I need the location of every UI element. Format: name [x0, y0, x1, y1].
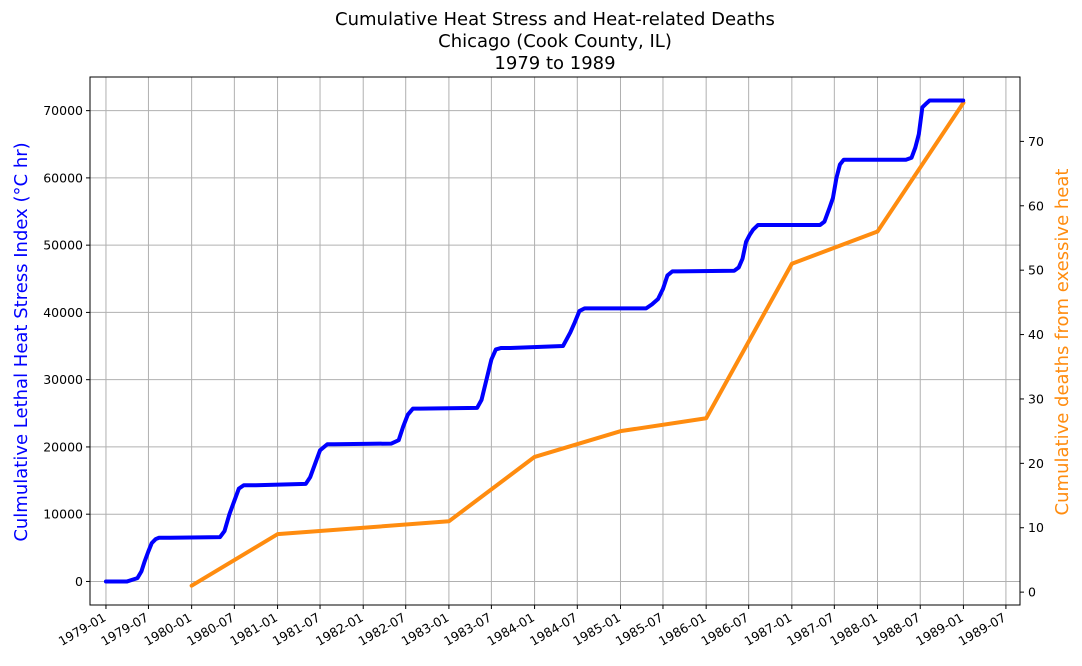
x-tick-label: 1985-01 [570, 610, 623, 649]
x-tick-label: 1984-01 [484, 610, 537, 649]
y-left-tick-label: 10000 [43, 507, 83, 522]
y-left-tick-label: 40000 [43, 305, 83, 320]
y-left-tick-label: 20000 [43, 439, 83, 454]
plot-frame [89, 76, 1021, 606]
y-axis-left: 0 10000 20000 30000 40000 50000 60000 70000 [43, 103, 90, 589]
chart-title-line-1: Cumulative Heat Stress and Heat-related … [335, 9, 775, 30]
x-axis: 1979-011979-071980-011980-071981-011981-… [56, 605, 1009, 649]
y-right-tick-label: 40 [1028, 327, 1044, 342]
y-axis-left-label: Culmulative Lethal Heat Stress Index (°C… [11, 142, 32, 541]
x-tick-label: 1989-01 [913, 610, 966, 649]
y-left-tick-label: 70000 [43, 103, 83, 118]
x-tick-label: 1980-07 [184, 610, 237, 649]
x-tick-label: 1979-01 [56, 610, 109, 649]
y-right-tick-label: 70 [1028, 134, 1044, 149]
x-tick-label: 1988-07 [870, 610, 923, 649]
x-tick-label: 1981-07 [270, 610, 323, 649]
series-layer [103, 98, 966, 588]
grid-lines [90, 77, 1020, 605]
y-right-tick-label: 10 [1028, 520, 1044, 535]
x-tick-label: 1982-01 [313, 610, 366, 649]
x-tick-label: 1980-01 [141, 610, 194, 649]
y-left-tick-label: 30000 [43, 372, 83, 387]
x-tick-label: 1981-01 [227, 610, 280, 649]
y-right-tick-label: 50 [1028, 263, 1044, 278]
chart-title-line-3: 1979 to 1989 [494, 53, 615, 74]
y-right-tick-label: 30 [1028, 391, 1044, 406]
y-left-tick-label: 50000 [43, 238, 83, 253]
x-tick-label: 1986-01 [656, 610, 709, 649]
y-right-tick-label: 20 [1028, 456, 1044, 471]
chart-title-line-2: Chicago (Cook County, IL) [438, 31, 672, 52]
x-tick-label: 1983-07 [441, 610, 494, 649]
x-tick-label: 1989-07 [956, 610, 1009, 649]
x-tick-label: 1983-01 [399, 610, 452, 649]
x-tick-label: 1987-07 [784, 610, 837, 649]
series-line-heat-stress [103, 98, 966, 584]
y-left-tick-label: 0 [75, 574, 83, 589]
x-tick-label: 1979-07 [98, 610, 151, 649]
x-tick-label: 1986-07 [698, 610, 751, 649]
x-tick-label: 1982-07 [355, 610, 408, 649]
y-axis-right-label: Cumulative deaths from exessive heat [1052, 169, 1073, 516]
series-line-deaths [189, 100, 966, 588]
x-tick-label: 1984-07 [527, 610, 580, 649]
x-tick-label: 1985-07 [613, 610, 666, 649]
y-right-tick-label: 60 [1028, 198, 1044, 213]
y-axis-right: 0 10 20 30 40 50 60 70 [1020, 134, 1044, 600]
x-tick-label: 1987-01 [742, 610, 795, 649]
x-tick-label: 1988-01 [827, 610, 880, 649]
y-left-tick-label: 60000 [43, 170, 83, 185]
y-right-tick-label: 0 [1028, 585, 1036, 600]
